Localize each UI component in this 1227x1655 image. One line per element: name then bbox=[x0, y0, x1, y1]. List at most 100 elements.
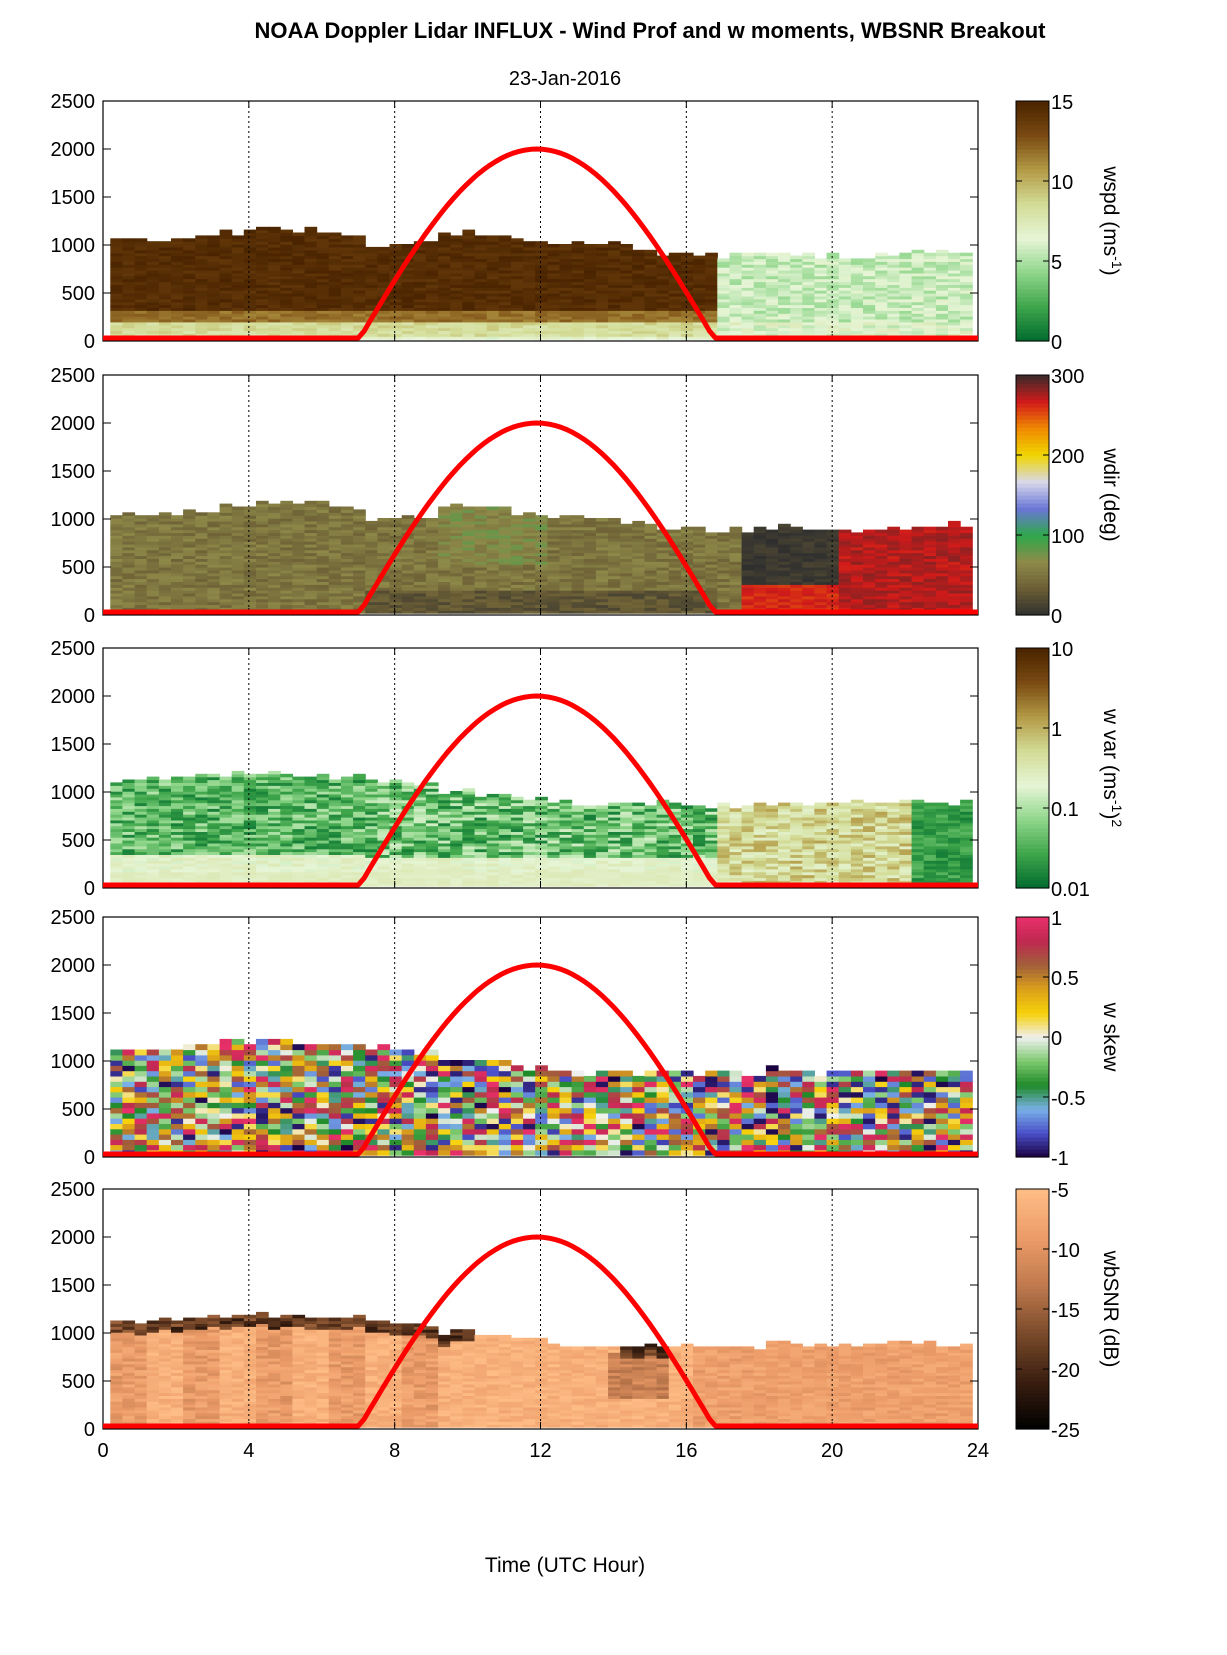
heatmap-cell bbox=[341, 272, 354, 277]
heatmap-cell bbox=[328, 316, 342, 320]
heatmap-cell bbox=[243, 304, 257, 308]
heatmap-cell bbox=[219, 298, 233, 303]
heatmap-cell bbox=[341, 252, 354, 257]
heatmap-cell bbox=[207, 241, 221, 245]
heatmap-cell bbox=[729, 252, 743, 257]
heatmap-cell bbox=[207, 327, 221, 332]
heatmap-cell bbox=[486, 295, 500, 300]
heatmap-cell bbox=[826, 252, 840, 257]
heatmap-cell bbox=[341, 255, 354, 260]
heatmap-cell bbox=[413, 272, 427, 277]
colorbar-segment bbox=[1016, 109, 1049, 114]
heatmap-cell bbox=[377, 249, 391, 254]
heatmap-cell bbox=[341, 244, 354, 248]
heatmap-cell bbox=[425, 270, 439, 274]
heatmap-cell bbox=[110, 310, 123, 314]
colorbar-segment bbox=[1016, 329, 1049, 334]
heatmap-cell bbox=[486, 330, 500, 334]
colorbar-segment bbox=[1016, 471, 1049, 476]
heatmap-cell bbox=[377, 333, 391, 337]
heatmap-cell bbox=[401, 290, 415, 294]
heatmap-cell bbox=[401, 310, 415, 314]
heatmap-cell bbox=[632, 249, 645, 254]
heatmap-cell bbox=[256, 316, 269, 320]
heatmap-cell bbox=[110, 327, 123, 332]
heatmap-cell bbox=[292, 301, 306, 306]
heatmap-cell bbox=[425, 267, 439, 271]
colorbar-segment bbox=[1016, 249, 1049, 254]
heatmap-cell bbox=[158, 284, 172, 288]
heatmap-cell bbox=[122, 293, 136, 297]
heatmap-cell bbox=[158, 249, 172, 254]
heatmap-cell bbox=[256, 252, 269, 257]
heatmap-cell bbox=[256, 290, 269, 294]
colorbar-segment bbox=[1016, 555, 1049, 560]
heatmap-cell bbox=[389, 252, 403, 257]
heatmap-cell bbox=[256, 241, 269, 245]
heatmap-cell bbox=[219, 264, 233, 268]
heatmap-cell bbox=[474, 330, 488, 334]
heatmap-cell bbox=[207, 244, 221, 248]
heatmap-cell bbox=[559, 515, 573, 519]
heatmap-cell bbox=[183, 290, 196, 294]
heatmap-cell bbox=[413, 249, 427, 254]
heatmap-cell bbox=[183, 304, 196, 308]
colorbar-segment bbox=[1016, 313, 1049, 318]
heatmap-cell bbox=[413, 313, 427, 317]
heatmap-cell bbox=[316, 281, 330, 285]
heatmap-cell bbox=[450, 244, 463, 248]
heatmap-cell bbox=[450, 272, 463, 277]
colorbar-segment bbox=[1016, 535, 1049, 540]
heatmap-wdir bbox=[110, 500, 973, 614]
heatmap-cell bbox=[911, 526, 925, 531]
heatmap-cell bbox=[268, 229, 281, 234]
heatmap-cell bbox=[219, 503, 233, 508]
heatmap-cell bbox=[207, 264, 221, 268]
colorbar-segment bbox=[1016, 383, 1049, 388]
heatmap-cell bbox=[341, 275, 354, 280]
heatmap-cell bbox=[389, 249, 403, 254]
heatmap-cell bbox=[183, 238, 196, 242]
heatmap-cell bbox=[462, 318, 476, 323]
heatmap-cell bbox=[353, 278, 366, 283]
heatmap-cell bbox=[389, 267, 403, 271]
heatmap-cell bbox=[158, 287, 172, 291]
heatmap-cell bbox=[292, 313, 306, 317]
heatmap-cell bbox=[122, 307, 136, 311]
heatmap-cell bbox=[207, 290, 221, 294]
heatmap-cell bbox=[292, 264, 306, 268]
heatmap-cell bbox=[146, 316, 160, 320]
heatmap-cell bbox=[328, 318, 342, 323]
heatmap-cell bbox=[158, 293, 172, 297]
heatmap-cell bbox=[158, 270, 172, 274]
heatmap-cell bbox=[183, 278, 196, 283]
heatmap-cell bbox=[183, 316, 196, 320]
heatmap-cell bbox=[486, 506, 500, 510]
heatmap-cell bbox=[292, 252, 306, 257]
heatmap-cell bbox=[171, 327, 184, 332]
heatmap-cell bbox=[304, 270, 318, 274]
heatmap-cell bbox=[122, 310, 136, 314]
colorbar-segment bbox=[1016, 495, 1049, 500]
colorbar-segment bbox=[1016, 205, 1049, 210]
heatmap-cell bbox=[462, 287, 476, 291]
heatmap-cell bbox=[219, 290, 233, 294]
heatmap-cell bbox=[195, 275, 208, 280]
heatmap-cell bbox=[341, 330, 354, 334]
heatmap-cell bbox=[341, 313, 354, 317]
colorbar-segment bbox=[1016, 411, 1049, 416]
heatmap-cell bbox=[462, 275, 476, 280]
heatmap-cell bbox=[438, 295, 451, 300]
heatmap-cell bbox=[462, 330, 476, 334]
colorbar-segment bbox=[1016, 261, 1049, 266]
heatmap-cell bbox=[875, 252, 888, 257]
heatmap-cell bbox=[231, 238, 245, 242]
heatmap-cell bbox=[486, 272, 500, 277]
heatmap-cell bbox=[171, 287, 184, 291]
heatmap-cell bbox=[171, 290, 184, 294]
heatmap-cell bbox=[535, 515, 548, 519]
heatmap-cell bbox=[280, 321, 293, 326]
heatmap-cell bbox=[171, 238, 184, 242]
heatmap-cell bbox=[486, 235, 500, 239]
heatmap-cell bbox=[146, 313, 160, 317]
